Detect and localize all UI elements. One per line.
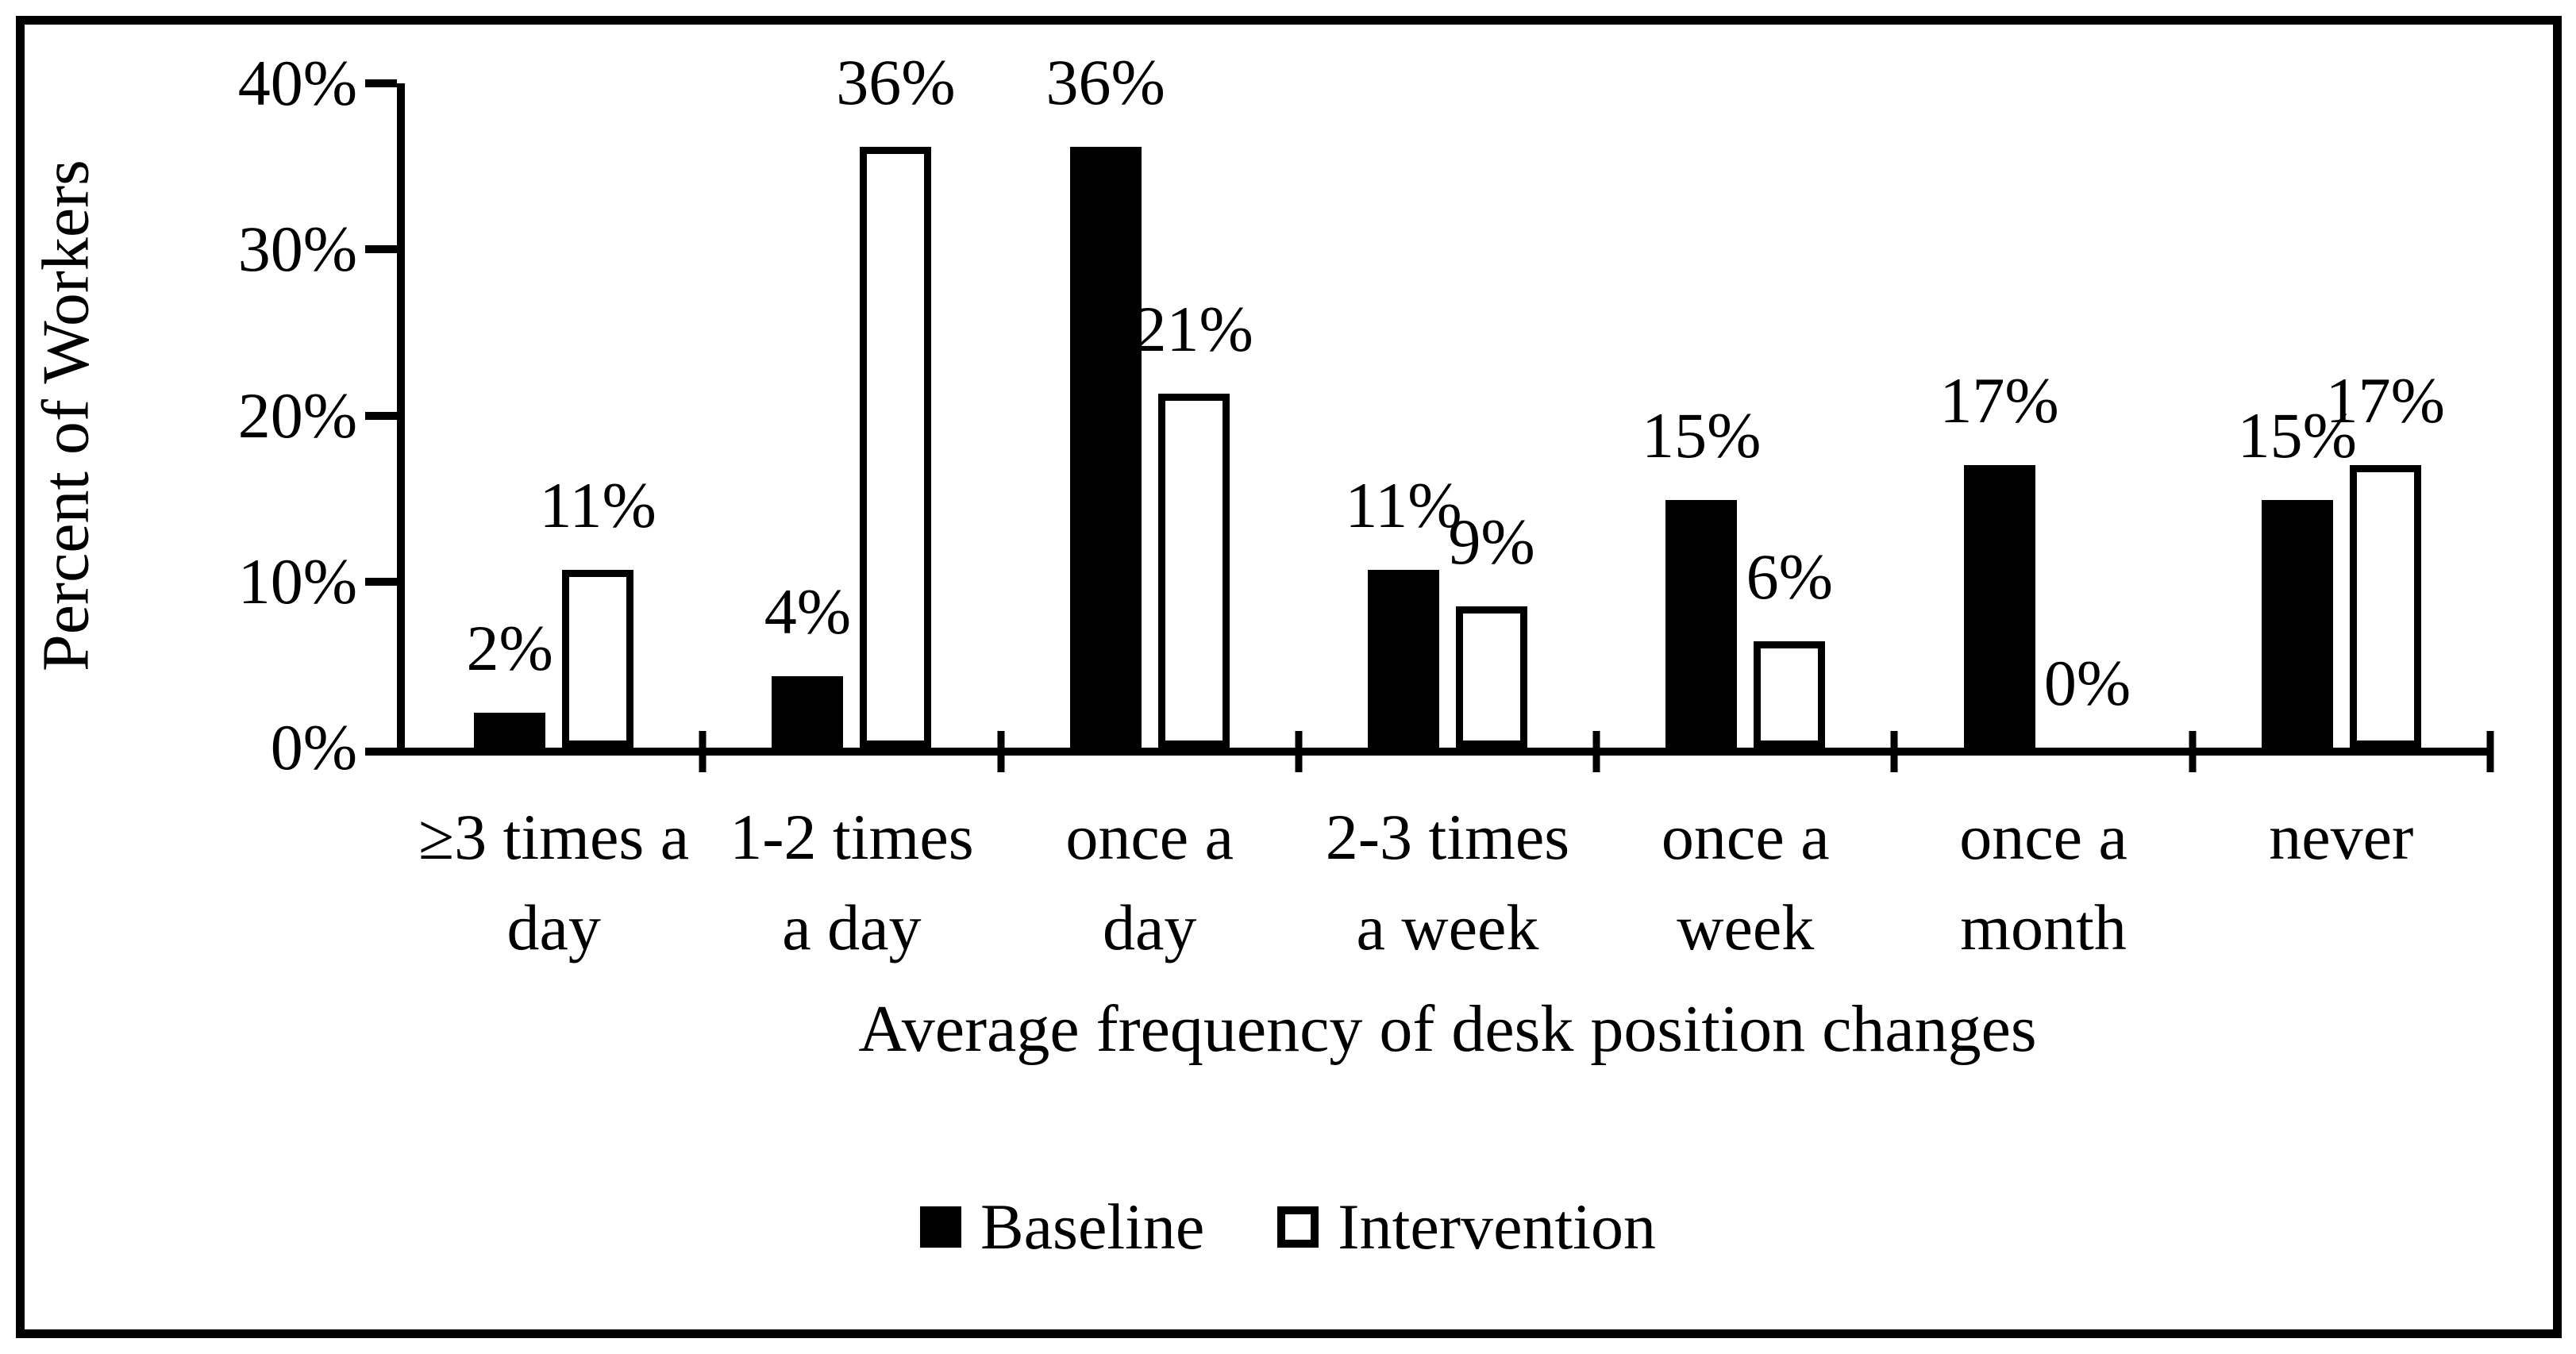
bar-slot: 2% bbox=[466, 83, 553, 748]
baseline-bar-label: 15% bbox=[2237, 399, 2357, 472]
y-tick-label: 40% bbox=[237, 47, 357, 119]
category-group: 17% 0% bbox=[1894, 83, 2192, 748]
bar-slot: 17% bbox=[2326, 83, 2445, 748]
bar-slot: 0% bbox=[2044, 83, 2131, 748]
bar-slot: 17% bbox=[1939, 83, 2059, 748]
bar-groups: 2% 11% 4% 36% 36% 21% 11% 9% 15% 6% 17% 0% 15% 17% bbox=[405, 49, 2490, 748]
x-category-label: once a month bbox=[1959, 801, 2127, 964]
bar-slot: 36% bbox=[836, 49, 956, 748]
category-group: 4% 36% bbox=[703, 49, 1000, 748]
category-tick bbox=[1890, 731, 1898, 772]
legend-label-baseline: Baseline bbox=[980, 1191, 1205, 1263]
intervention-bar-label: 0% bbox=[2043, 647, 2131, 719]
intervention-bar bbox=[1754, 641, 1826, 748]
intervention-bar bbox=[2349, 465, 2421, 748]
bar-slot: 6% bbox=[1746, 83, 1833, 748]
baseline-bar bbox=[474, 713, 546, 748]
baseline-bar-label: 17% bbox=[1939, 364, 2059, 437]
bar-slot: 11% bbox=[1345, 83, 1462, 748]
intervention-bar bbox=[1455, 606, 1527, 748]
category-group: 11% 9% bbox=[1299, 83, 1596, 748]
bar-slot: 21% bbox=[1134, 83, 1253, 748]
plot-area: 0% 10% 20% 30% 40% 2% 11% 4% 36% 36% 21% 11% 9% 15% 6… bbox=[238, 49, 2494, 780]
y-tick bbox=[365, 411, 397, 420]
intervention-bar bbox=[860, 146, 932, 748]
baseline-bar bbox=[1367, 570, 1439, 748]
intervention-bar bbox=[562, 570, 634, 748]
y-tick-label: 10% bbox=[237, 544, 357, 617]
legend-label-intervention: Intervention bbox=[1338, 1191, 1657, 1263]
intervention-bar-label: 17% bbox=[2325, 364, 2445, 437]
bar-slot: 9% bbox=[1448, 83, 1535, 748]
y-tick-label: 20% bbox=[237, 379, 357, 452]
x-category-label: ≥3 times a day bbox=[418, 801, 690, 964]
category-tick bbox=[2486, 731, 2494, 772]
intervention-bar-label: 6% bbox=[1746, 540, 1833, 614]
bar-slot: 36% bbox=[1046, 49, 1165, 748]
y-tick bbox=[365, 577, 397, 586]
baseline-bar bbox=[1963, 465, 2035, 748]
y-tick-label: 30% bbox=[237, 213, 357, 286]
y-tick-label: 0% bbox=[270, 711, 357, 783]
baseline-bar bbox=[1069, 146, 1142, 748]
intervention-bar-label: 9% bbox=[1448, 506, 1535, 579]
x-category-label: 2-3 times a week bbox=[1325, 801, 1570, 964]
baseline-bar-label: 4% bbox=[764, 575, 852, 648]
legend: Baseline Intervention bbox=[0, 1187, 2576, 1267]
x-category-label: 1-2 times a day bbox=[730, 801, 974, 964]
y-axis-title: Percent of Workers bbox=[29, 160, 103, 671]
intervention-bar-label: 11% bbox=[539, 469, 657, 542]
intervention-bar bbox=[1157, 394, 1230, 748]
baseline-bar bbox=[772, 676, 844, 748]
category-tick bbox=[1592, 731, 1600, 772]
bar-slot: 15% bbox=[2238, 83, 2357, 748]
intervention-bar-label: 36% bbox=[836, 45, 956, 118]
bar-slot: 11% bbox=[540, 83, 657, 748]
bar-slot: 4% bbox=[764, 83, 851, 748]
category-group: 15% 17% bbox=[2193, 83, 2490, 748]
baseline-swatch-icon bbox=[919, 1206, 961, 1248]
y-tick bbox=[365, 245, 397, 254]
x-category-label: once a week bbox=[1661, 801, 1830, 964]
legend-item-intervention: Intervention bbox=[1277, 1194, 1656, 1260]
y-tick bbox=[365, 79, 397, 87]
intervention-bar-label: 21% bbox=[1134, 293, 1253, 366]
category-group: 15% 6% bbox=[1596, 83, 1894, 748]
x-axis-category-labels: ≥3 times a day 1-2 times a day once a day 2-3 … bbox=[405, 792, 2490, 973]
y-tick bbox=[365, 748, 397, 756]
baseline-bar-label: 2% bbox=[466, 612, 553, 685]
baseline-bar bbox=[2261, 500, 2333, 748]
category-tick bbox=[1295, 731, 1303, 772]
baseline-bar bbox=[1665, 500, 1738, 748]
baseline-bar-label: 15% bbox=[1642, 399, 1762, 472]
x-category-label: once a day bbox=[1065, 801, 1234, 964]
category-group: 36% 21% bbox=[1001, 49, 1299, 748]
x-axis-title: Average frequency of desk position chang… bbox=[858, 992, 2037, 1066]
legend-item-baseline: Baseline bbox=[919, 1191, 1205, 1263]
baseline-bar-label: 11% bbox=[1345, 469, 1462, 542]
baseline-bar-label: 36% bbox=[1045, 45, 1165, 118]
category-group: 2% 11% bbox=[405, 83, 703, 748]
category-tick bbox=[2189, 731, 2197, 772]
bar-slot: 15% bbox=[1642, 83, 1761, 748]
category-tick bbox=[997, 731, 1005, 772]
x-category-label: never bbox=[2269, 801, 2414, 873]
intervention-swatch-icon bbox=[1277, 1206, 1319, 1248]
figure-border bbox=[16, 16, 2562, 1338]
category-tick bbox=[699, 731, 707, 772]
